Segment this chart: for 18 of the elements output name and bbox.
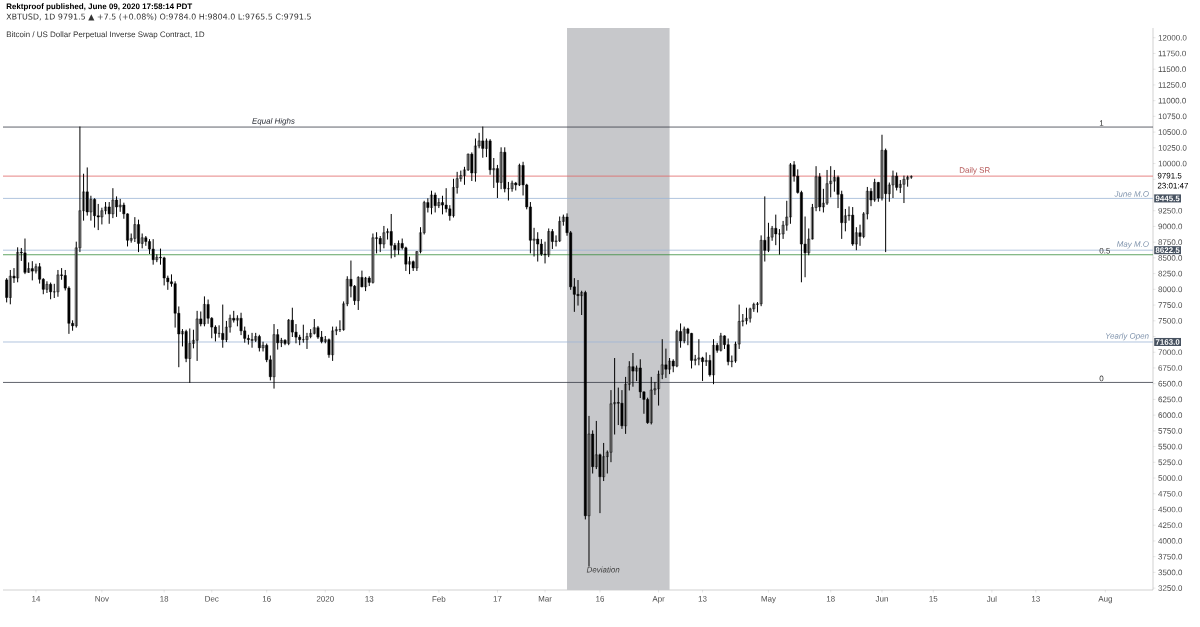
candlestick	[719, 332, 723, 352]
candlestick	[726, 338, 730, 366]
candlestick	[433, 192, 437, 213]
candlestick	[389, 213, 393, 259]
candlestick	[682, 326, 686, 344]
candlestick	[151, 239, 155, 265]
candlestick	[320, 330, 324, 344]
candlestick	[441, 195, 444, 215]
candlestick	[250, 332, 254, 348]
candlestick	[30, 261, 34, 281]
candlestick	[649, 376, 653, 425]
candlestick	[851, 207, 855, 246]
candlestick	[558, 216, 562, 243]
candlestick	[188, 328, 192, 383]
candlestick	[221, 304, 225, 348]
candlestick	[536, 232, 540, 262]
candlestick	[312, 319, 316, 335]
candlestick	[481, 126, 485, 158]
